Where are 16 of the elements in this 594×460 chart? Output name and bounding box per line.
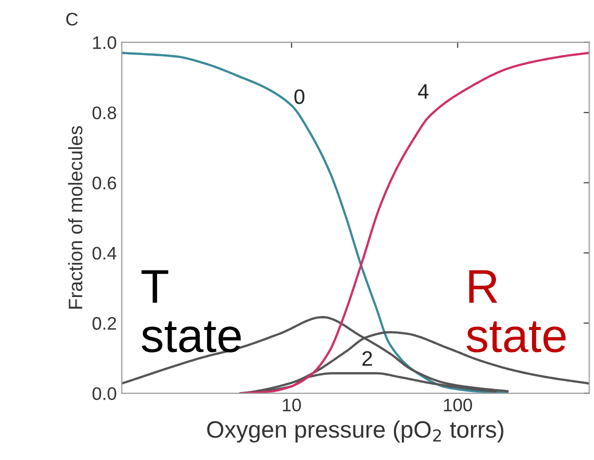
x-tick-label: 10 — [282, 398, 301, 412]
annotation: R state — [466, 270, 566, 352]
annotation: 4 — [418, 84, 428, 99]
y-tick-label: 0.6 — [92, 176, 116, 190]
x-tick-label: 100 — [444, 398, 472, 412]
y-tick-label: 0.8 — [92, 106, 116, 120]
annotation: 0 — [294, 89, 304, 104]
y-tick-label: 0.2 — [92, 317, 116, 330]
y-tick-label: 1.0 — [93, 36, 116, 50]
annotation: 2 — [362, 351, 372, 366]
text: C — [66, 12, 78, 26]
y-axis-title: Fraction of molecules — [68, 126, 82, 309]
y-tick-label: 0.4 — [92, 246, 116, 260]
x-axis-title: Oxygen pressure (pO$_{2}$ torrs) — [207, 420, 504, 443]
annotation: T state — [142, 270, 241, 352]
y-tick-label: 0.0 — [92, 387, 116, 400]
